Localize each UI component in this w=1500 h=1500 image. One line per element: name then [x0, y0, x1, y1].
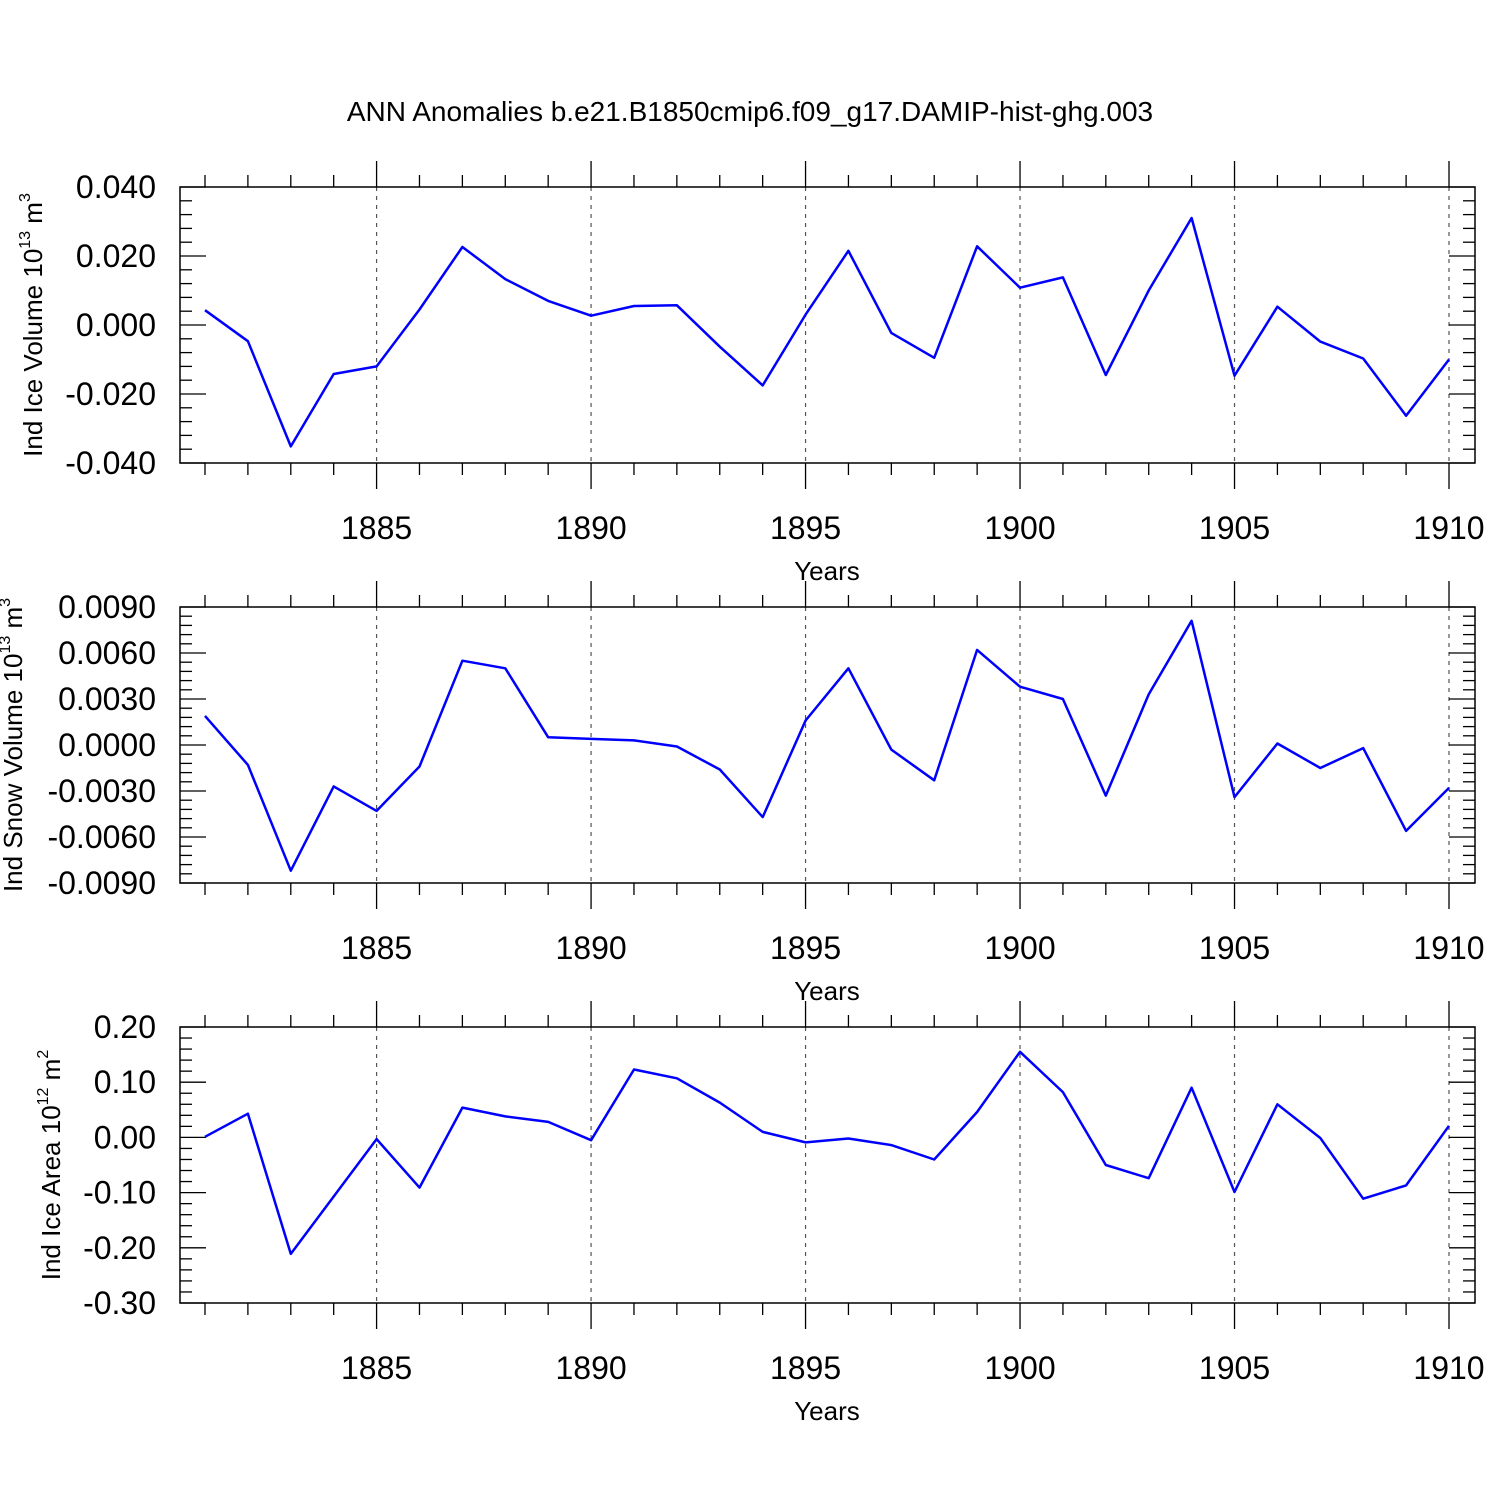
- x-axis-title: Years: [794, 1396, 860, 1426]
- series-line: [204, 216, 1450, 448]
- y-tick-label: 0.020: [76, 238, 156, 274]
- x-tick-label: 1885: [341, 930, 412, 966]
- x-tick-label: 1910: [1413, 930, 1484, 966]
- plot-frame: [179, 1026, 1476, 1304]
- x-tick-label: 1885: [341, 1350, 412, 1386]
- y-tick-label: -0.20: [83, 1230, 156, 1266]
- y-tick-label: 0.000: [76, 307, 156, 343]
- y-tick-label: 0.0090: [58, 589, 156, 625]
- x-tick-label: 1900: [984, 510, 1055, 546]
- y-tick-label: 0.0030: [58, 681, 156, 717]
- y-tick-label: -0.040: [65, 445, 156, 481]
- y-axis-title: Ind Ice Area 1012 m2: [35, 1050, 66, 1281]
- x-tick-label: 1905: [1199, 1350, 1270, 1386]
- plot-frame: [179, 186, 1476, 464]
- x-axis-title: Years: [794, 976, 860, 1006]
- y-tick-label: -0.30: [83, 1285, 156, 1321]
- panel-ice-volume: 1885 1890 1895 1900 1905 1910 0.040 0.020 0.000 -…: [17, 161, 1485, 586]
- x-tick-label: 1910: [1413, 1350, 1484, 1386]
- y-tick-label: -0.020: [65, 376, 156, 412]
- y-tick-label: 0.20: [94, 1009, 156, 1045]
- y-tick-label: 0.10: [94, 1064, 156, 1100]
- x-tick-label: 1890: [555, 1350, 626, 1386]
- x-tick-label: 1895: [770, 510, 841, 546]
- x-tick-label: 1885: [341, 510, 412, 546]
- x-tick-label: 1905: [1199, 510, 1270, 546]
- x-axis-title: Years: [794, 556, 860, 586]
- panel-ice-area: 1885 1890 1895 1900 1905 1910 0.20 0.10 0.00 -0.1…: [35, 1001, 1485, 1426]
- x-tick-label: 1900: [984, 1350, 1055, 1386]
- series-line: [204, 619, 1450, 872]
- y-tick-label: -0.0030: [47, 773, 156, 809]
- x-tick-label: 1900: [984, 930, 1055, 966]
- y-tick-label: -0.10: [83, 1175, 156, 1211]
- y-axis-title: Ind Ice Volume 1013 m3: [17, 193, 48, 457]
- y-tick-label: 0.040: [76, 169, 156, 205]
- chart-title: ANN Anomalies b.e21.B1850cmip6.f09_g17.D…: [346, 96, 1154, 127]
- y-tick-label: 0.00: [94, 1119, 156, 1155]
- x-tick-label: 1890: [555, 510, 626, 546]
- x-tick-label: 1910: [1413, 510, 1484, 546]
- y-tick-label: -0.0060: [47, 819, 156, 855]
- y-tick-label: -0.0090: [47, 865, 156, 901]
- x-tick-label: 1895: [770, 1350, 841, 1386]
- y-tick-label: 0.0060: [58, 635, 156, 671]
- y-axis-title: Ind Snow Volume 1013 m3: [0, 598, 28, 892]
- x-tick-label: 1895: [770, 930, 841, 966]
- y-tick-label: 0.0000: [58, 727, 156, 763]
- x-tick-label: 1905: [1199, 930, 1270, 966]
- x-tick-label: 1890: [555, 930, 626, 966]
- series-line: [204, 1050, 1451, 1256]
- panel-snow-volume: 1885 1890 1895 1900 1905 1910 0.0090 0.0060 0.00…: [0, 581, 1485, 1006]
